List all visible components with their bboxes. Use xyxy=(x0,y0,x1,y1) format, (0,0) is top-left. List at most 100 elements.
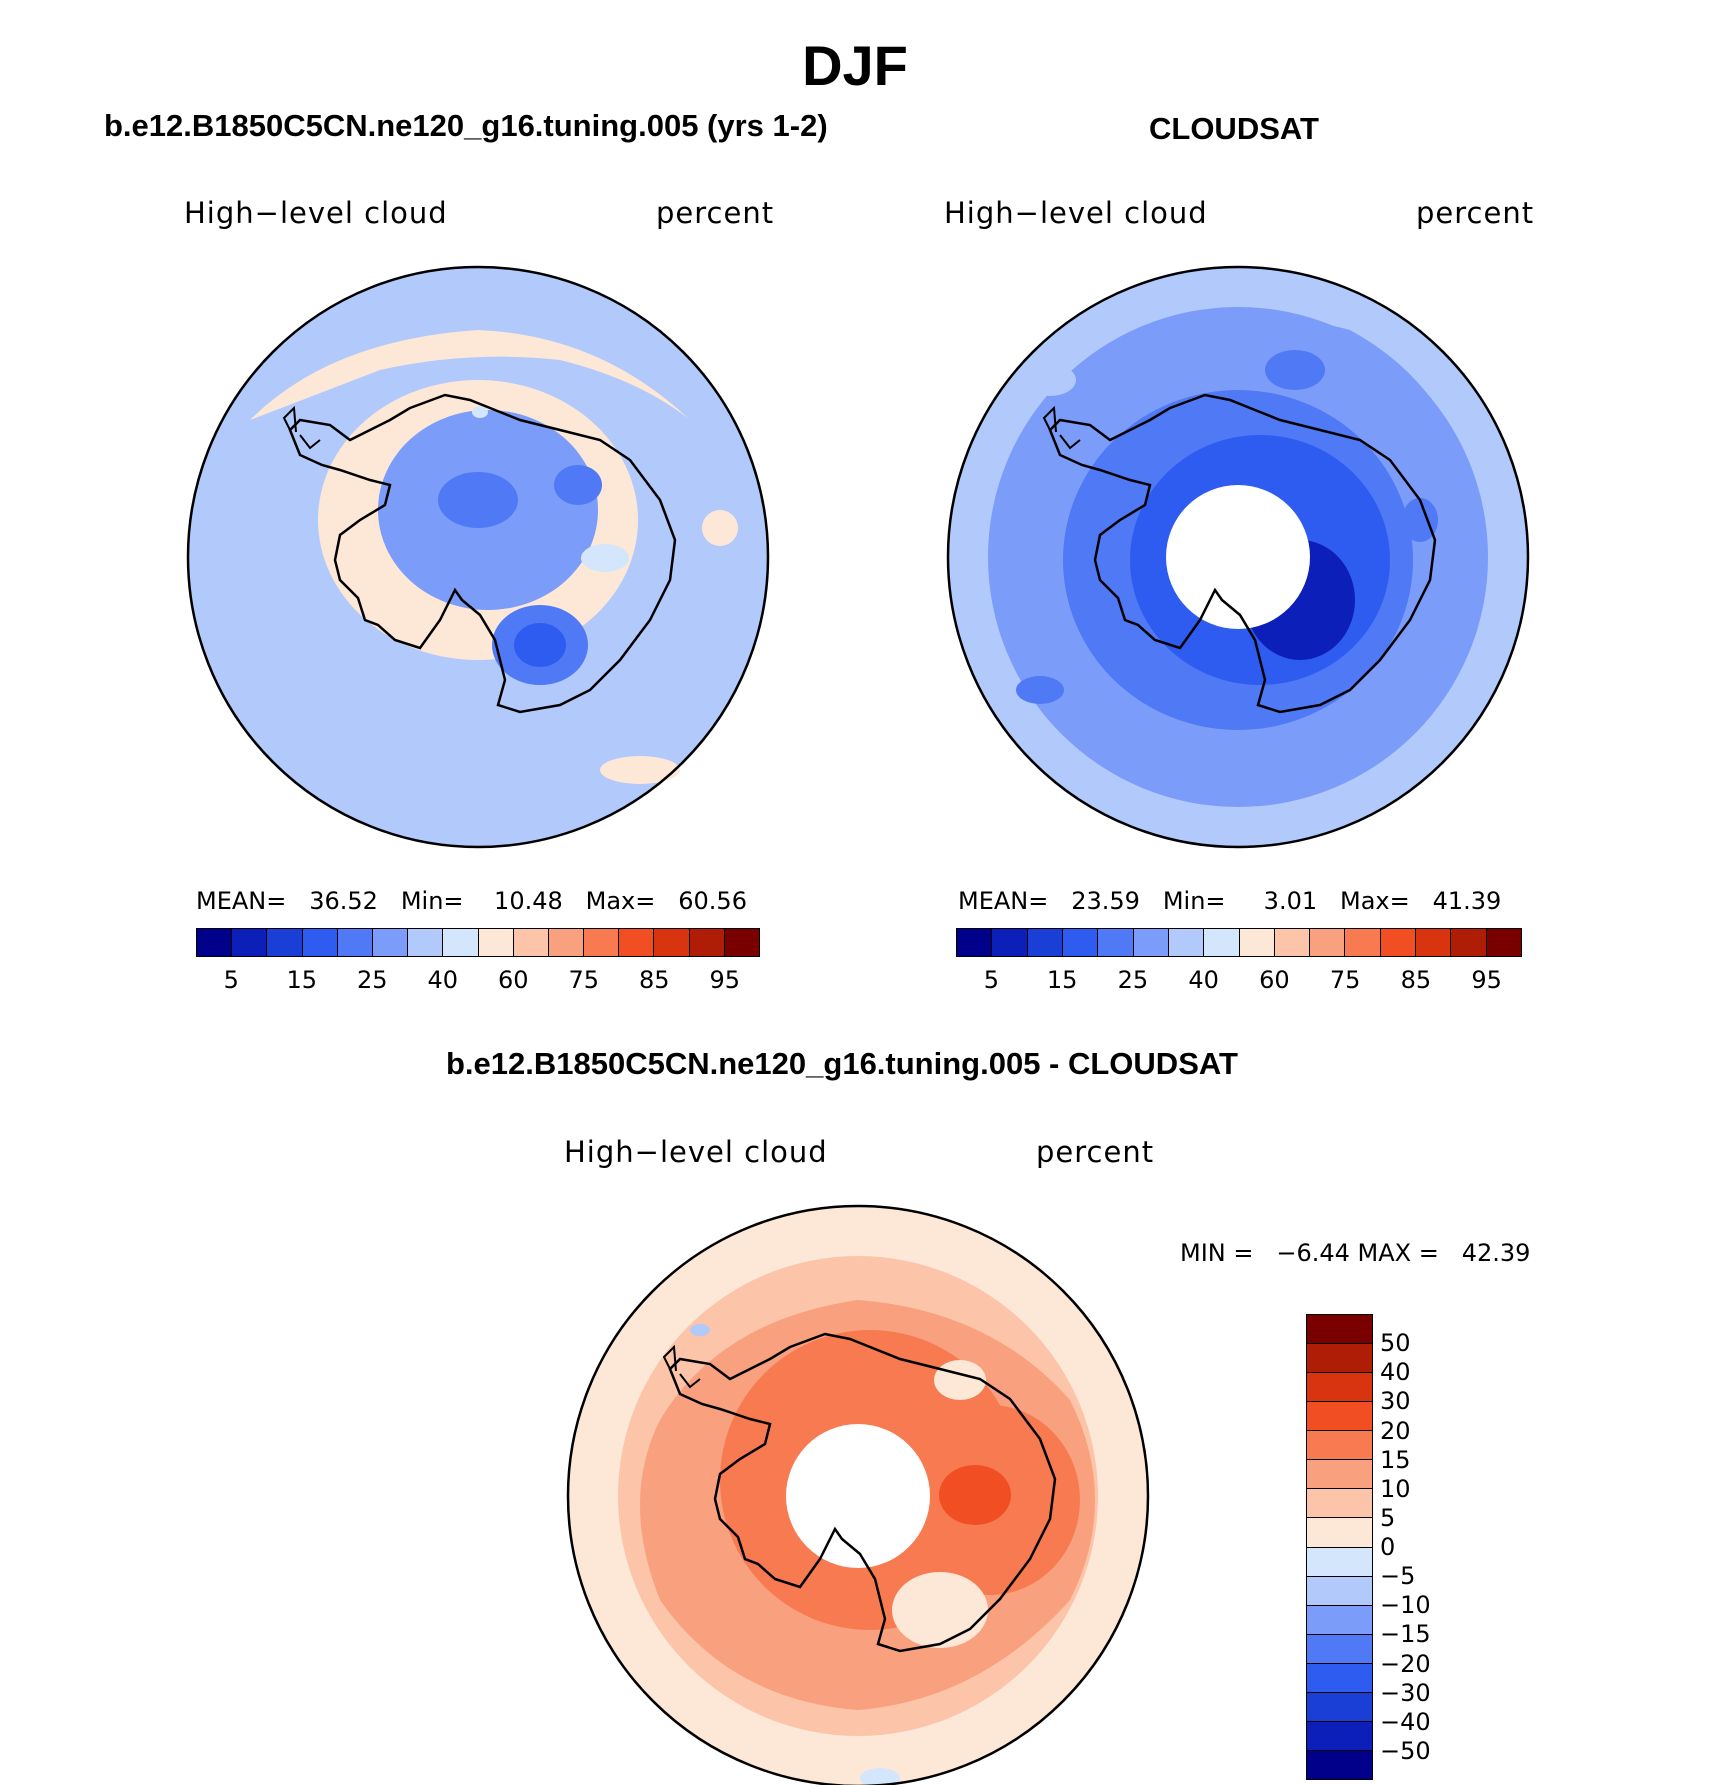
panel-1-colorbar-label: 40 xyxy=(427,966,459,994)
panel-1-colorbar-box xyxy=(654,929,690,956)
diff-panel-colorbar-box xyxy=(1307,1402,1372,1432)
panel-2-colorbar-box xyxy=(1239,929,1275,956)
diff-panel-colorbar-box xyxy=(1307,1489,1372,1519)
panel-1-colorbar xyxy=(196,928,760,957)
diff-panel-colorbar-label: −30 xyxy=(1380,1678,1431,1707)
panel-1-colorbar-box xyxy=(513,929,549,956)
diff-panel-colorbar-label: 0 xyxy=(1380,1533,1396,1561)
diff-panel-map-boundary xyxy=(566,1204,1150,1785)
diff-panel-colorbar-label: 40 xyxy=(1380,1358,1411,1387)
panel-2-colorbar-box xyxy=(1380,929,1417,956)
panel-2-map-boundary xyxy=(946,265,1530,849)
panel-1-colorbar-box xyxy=(267,929,303,956)
panel-2-peninsula-coastline xyxy=(1042,405,1081,450)
panel-2-colorbar-box xyxy=(1098,929,1134,956)
diff-panel-colorbar xyxy=(1306,1314,1373,1780)
diff-panel-colorbar-label: 15 xyxy=(1380,1445,1411,1474)
panel-2-colorbar-box xyxy=(957,929,993,956)
diff-panel-colorbar-label: −5 xyxy=(1380,1562,1416,1591)
diff-panel-colorbar-box xyxy=(1307,1721,1372,1751)
diff-panel-colorbar-box xyxy=(1307,1431,1372,1461)
panel-2-colorbar-box xyxy=(1204,929,1240,956)
panel-2-colorbar-labels: 5 15 25 40 60 75 85 95 xyxy=(956,966,1522,996)
panel-2-colorbar-label: 60 xyxy=(1259,966,1290,994)
panel-2-colorbar-box xyxy=(1274,929,1311,956)
panel-1-units: percent xyxy=(656,196,775,230)
panel-1-colorbar-box xyxy=(548,929,585,956)
panel-2-title: CLOUDSAT xyxy=(1149,111,1319,146)
diff-panel-peninsula-coastline xyxy=(662,1344,701,1389)
diff-panel-colorbar-label: −20 xyxy=(1380,1649,1431,1678)
panel-1-colorbar-box xyxy=(443,929,479,956)
diff-panel-colorbar-label: 30 xyxy=(1380,1387,1411,1416)
panel-2-colorbar-box xyxy=(992,929,1028,956)
panel-2-no-data-hole xyxy=(1166,485,1310,629)
diff-panel-colorbar-box xyxy=(1307,1373,1372,1403)
diff-panel-colorbar-labels: 50 40 30 20 15 10 5 0 −5 −10 −15 −20 −30 −40 −50 xyxy=(1380,1314,1460,1780)
panel-2-field-contour xyxy=(1402,498,1438,542)
diff-panel-colorbar-label: 10 xyxy=(1380,1474,1411,1503)
panel-2-field-contour xyxy=(1024,364,1076,396)
diff-panel-stats: MIN = −6.44 MAX = 42.39 xyxy=(1180,1239,1531,1267)
panel-1-colorbar-label: 95 xyxy=(709,966,741,994)
panel-2-antarctica-coastline xyxy=(1048,393,1437,714)
panel-1-colorbar-label: 15 xyxy=(286,966,318,994)
diff-panel-colorbar-label: −10 xyxy=(1380,1591,1431,1620)
panel-1-colorbar-box xyxy=(724,929,759,956)
panel-2-variable: High−level cloud xyxy=(944,196,1208,230)
main-title: DJF xyxy=(802,34,908,97)
panel-1-stats: MEAN= 36.52 Min= 10.48 Max= 60.56 xyxy=(196,887,747,915)
panel-1-field-contour xyxy=(438,472,518,528)
panel-1-colorbar-box xyxy=(232,929,268,956)
panel-2-field-contour xyxy=(1265,350,1325,390)
panel-2-colorbar xyxy=(956,928,1522,957)
diff-panel-field-contour xyxy=(934,1360,986,1400)
panel-2-colorbar-label: 75 xyxy=(1329,966,1361,994)
panel-2-colorbar-label: 15 xyxy=(1046,966,1078,994)
panel-1-colorbar-box xyxy=(408,929,444,956)
diff-panel-field-contour xyxy=(939,1465,1011,1525)
diff-panel-colorbar-box xyxy=(1307,1634,1372,1664)
panel-1-variable: High−level cloud xyxy=(184,196,448,230)
diff-panel-negative-contour xyxy=(690,1324,710,1336)
panel-1-field-contour xyxy=(554,465,602,505)
panel-2-colorbar-box xyxy=(1451,929,1487,956)
panel-1-peninsula-coastline xyxy=(282,405,321,450)
diff-panel-variable: High−level cloud xyxy=(564,1135,828,1169)
panel-2-colorbar-label: 95 xyxy=(1471,966,1502,994)
panel-1-field-contour xyxy=(250,330,690,420)
panel-1-colorbar-label: 25 xyxy=(356,966,388,994)
diff-panel-colorbar-label: −50 xyxy=(1380,1736,1431,1765)
panel-1-colorbar-box xyxy=(302,929,338,956)
panel-2-colorbar-label: 25 xyxy=(1117,966,1149,994)
panel-1-colorbar-box xyxy=(478,929,514,956)
panel-2-colorbar-box xyxy=(1133,929,1169,956)
panel-1-map-boundary xyxy=(186,265,770,849)
panel-1-field-contour xyxy=(702,510,738,546)
diff-panel-title: b.e12.B1850C5CN.ne120_g16.tuning.005 - C… xyxy=(446,1046,1238,1081)
diff-panel-colorbar-box xyxy=(1307,1315,1372,1345)
panel-1-colorbar-label: 5 xyxy=(223,966,239,994)
panel-1-colorbar-box xyxy=(584,929,620,956)
diff-panel-colorbar-box xyxy=(1307,1750,1372,1779)
panel-2-colorbar-box xyxy=(1416,929,1452,956)
panel-1-field-contour xyxy=(472,406,488,418)
panel-2-colorbar-box xyxy=(1062,929,1099,956)
diff-panel-colorbar-box xyxy=(1307,1460,1372,1490)
diff-panel-colorbar-box xyxy=(1307,1663,1372,1693)
diff-panel-colorbar-box xyxy=(1307,1576,1372,1606)
panel-2-colorbar-box xyxy=(1310,929,1346,956)
panel-1-colorbar-box xyxy=(337,929,373,956)
panel-2-field-contour xyxy=(1016,676,1064,704)
diff-panel-colorbar-box xyxy=(1307,1344,1372,1374)
diff-panel-no-data-hole xyxy=(786,1424,930,1568)
diff-panel-colorbar-label: 20 xyxy=(1380,1416,1411,1445)
panel-1-colorbar-box xyxy=(689,929,725,956)
diff-panel-colorbar-box xyxy=(1307,1692,1372,1722)
diff-panel-colorbar-box xyxy=(1307,1605,1372,1635)
diff-panel-colorbar-label: −40 xyxy=(1380,1707,1431,1736)
panel-1-colorbar-box xyxy=(619,929,655,956)
panel-2-stats: MEAN= 23.59 Min= 3.01 Max= 41.39 xyxy=(958,887,1502,915)
